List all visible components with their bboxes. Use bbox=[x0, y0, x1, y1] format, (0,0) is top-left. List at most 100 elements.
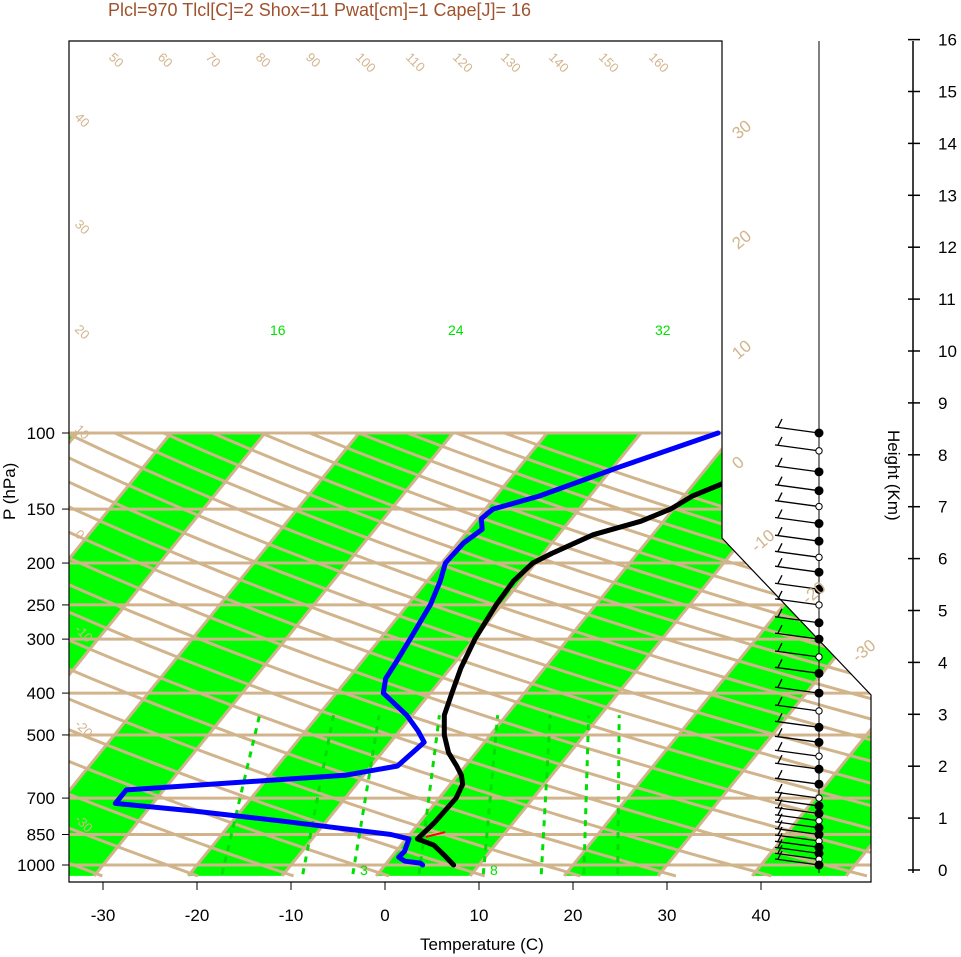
isotherm bbox=[69, 432, 267, 877]
x-tick-label: 40 bbox=[752, 906, 771, 925]
dry-adiabat bbox=[69, 431, 199, 878]
wind-level-dot bbox=[814, 536, 824, 546]
y-tick-label: 400 bbox=[27, 684, 55, 703]
height-tick-label: 2 bbox=[938, 757, 947, 776]
wind-barb bbox=[774, 846, 820, 855]
wind-level-dot bbox=[814, 486, 824, 496]
height-tick-label: 0 bbox=[938, 861, 947, 880]
wind-barb-flag bbox=[777, 799, 783, 808]
isotherm-label: 130 bbox=[498, 50, 524, 76]
dry-adiabat-label: 30 bbox=[728, 116, 755, 143]
dry-adiabat-label: -10 bbox=[747, 526, 778, 556]
isotherm-label: 100 bbox=[353, 50, 379, 76]
x-tick-label: 20 bbox=[564, 906, 583, 925]
isotherm-label: 40 bbox=[72, 110, 93, 131]
dry-adiabat bbox=[69, 431, 871, 878]
height-axis-label: Height (Km) bbox=[884, 430, 903, 521]
mixing-ratio-label: 24 bbox=[448, 322, 464, 338]
x-axis-label: Temperature (C) bbox=[420, 935, 544, 954]
wind-barb-flag bbox=[777, 791, 783, 801]
isotherm-label: 160 bbox=[646, 50, 672, 76]
height-tick-label: 1 bbox=[938, 809, 947, 828]
wind-barb-flag bbox=[777, 608, 783, 618]
wind-barb bbox=[774, 444, 820, 452]
mixing-ratio-line bbox=[582, 715, 591, 875]
dry-adiabat bbox=[69, 431, 871, 878]
mixing-ratio-label: 32 bbox=[655, 322, 671, 338]
dry-adiabat-label: 10 bbox=[728, 336, 755, 363]
isotherm-label: 140 bbox=[546, 50, 572, 76]
wind-level-dot bbox=[815, 601, 823, 609]
wind-barb-flag bbox=[777, 696, 783, 706]
wind-level-dot bbox=[815, 653, 823, 661]
wind-barb-column bbox=[774, 41, 824, 873]
dewpoint-profile bbox=[112, 430, 721, 868]
dry-adiabat bbox=[69, 431, 871, 878]
wind-barb-flag bbox=[777, 436, 783, 446]
height-tick-label: 4 bbox=[938, 653, 947, 672]
mixing-ratio-label: 3 bbox=[360, 862, 368, 878]
wind-barb-flag bbox=[777, 526, 783, 536]
temperature-profile bbox=[414, 430, 852, 868]
height-tick-label: 15 bbox=[938, 83, 957, 102]
mixing-ratio-line bbox=[481, 715, 500, 875]
wind-barb-flag bbox=[777, 820, 783, 829]
wind-level-dot bbox=[814, 634, 824, 644]
mixing-ratio-line bbox=[539, 715, 552, 875]
height-tick-label: 11 bbox=[938, 290, 956, 309]
wind-barb-flag bbox=[777, 557, 783, 567]
mixing-ratio-label: 8 bbox=[490, 862, 498, 878]
wind-barb-flag bbox=[777, 850, 783, 860]
y-tick-label: 700 bbox=[27, 789, 55, 808]
wind-level-dot bbox=[814, 467, 824, 477]
wind-level-dot bbox=[814, 830, 824, 840]
height-tick-label: 5 bbox=[938, 602, 947, 621]
wind-level-dot bbox=[815, 447, 823, 455]
wind-barb bbox=[774, 821, 820, 829]
isotherm-label: 20 bbox=[72, 322, 93, 343]
dry-adiabat bbox=[260, 431, 871, 878]
isotherm-label: 80 bbox=[253, 50, 274, 71]
y-axis: 100 150 200 250 300 400 500 700 850 1000 bbox=[17, 424, 69, 875]
wind-barb-flag bbox=[777, 769, 783, 779]
isotherm-label: 150 bbox=[596, 50, 622, 76]
y-tick-label: 300 bbox=[27, 630, 55, 649]
x-tick-label: 30 bbox=[658, 906, 677, 925]
y-tick-label: 200 bbox=[27, 554, 55, 573]
wind-barb bbox=[774, 799, 820, 807]
isotherm bbox=[69, 432, 361, 877]
dry-adiabat bbox=[69, 431, 871, 878]
y-tick-label: 500 bbox=[27, 726, 55, 745]
mixing-ratio-line bbox=[616, 715, 621, 875]
mixing-ratio-line bbox=[417, 714, 441, 875]
dry-adiabat bbox=[69, 431, 871, 878]
mixing-ratio-line bbox=[220, 714, 262, 875]
dry-adiabat-label: -30 bbox=[848, 636, 879, 666]
mixing-ratio-line bbox=[301, 714, 335, 875]
wind-level-dot bbox=[815, 817, 823, 825]
isotherm-label: 70 bbox=[203, 50, 224, 71]
y-tick-label: 100 bbox=[27, 424, 55, 443]
wind-barb bbox=[774, 565, 820, 573]
height-tick-label: 7 bbox=[938, 498, 947, 517]
wind-barb bbox=[774, 686, 820, 694]
dry-adiabat bbox=[69, 431, 772, 878]
wind-level-dot bbox=[814, 668, 824, 678]
x-tick-label: -30 bbox=[91, 906, 116, 925]
wind-barb bbox=[774, 426, 820, 434]
wind-barb bbox=[774, 582, 820, 590]
wind-level-dot bbox=[814, 779, 824, 789]
wind-barb bbox=[774, 516, 820, 525]
wind-barb bbox=[774, 720, 820, 728]
height-tick-label: 9 bbox=[938, 394, 947, 413]
wind-level-dot bbox=[814, 809, 824, 819]
wind-barb-flag bbox=[777, 839, 783, 848]
wind-level-dot bbox=[814, 801, 824, 811]
height-tick-label: 16 bbox=[938, 31, 957, 50]
wind-barb bbox=[774, 666, 820, 674]
isotherm-label: 90 bbox=[303, 50, 324, 71]
y-tick-label: 250 bbox=[27, 596, 55, 615]
x-axis: -30 -20 -10 0 10 20 30 40 bbox=[91, 882, 771, 925]
